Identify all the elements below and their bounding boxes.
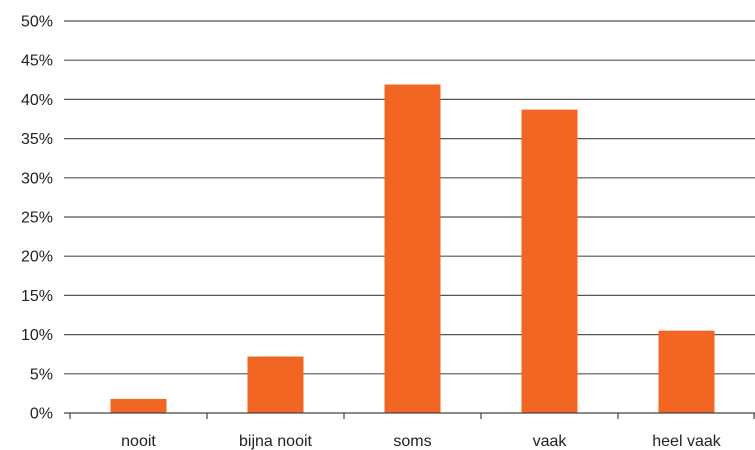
x-tick-label: bijna nooit — [239, 433, 313, 450]
y-tick-label: 50% — [21, 14, 53, 31]
x-axis-category-labels: nooit bijna nooit soms vaak heel vaak — [121, 433, 722, 450]
y-tick-label: 30% — [21, 170, 53, 187]
x-tick-label: nooit — [121, 433, 156, 450]
y-tick-label: 15% — [21, 288, 53, 305]
bar — [521, 109, 578, 413]
y-tick-label: 5% — [30, 366, 53, 383]
y-tick-label: 10% — [21, 327, 53, 344]
y-tick-label: 0% — [30, 406, 53, 423]
x-tick-label: heel vaak — [652, 433, 721, 450]
y-tick-label: 35% — [21, 131, 53, 148]
y-axis-tick-labels: 0% 5% 10% 15% 20% 25% 30% 35% 40% 45% 50% — [21, 14, 53, 423]
bars — [110, 84, 715, 413]
bar — [384, 84, 441, 413]
bar — [658, 330, 715, 413]
x-tick-label: vaak — [533, 433, 568, 450]
bar — [110, 398, 167, 413]
y-tick-label: 25% — [21, 210, 53, 227]
y-tick-label: 40% — [21, 92, 53, 109]
y-tick-label: 45% — [21, 53, 53, 70]
x-tick-label: soms — [393, 433, 431, 450]
y-tick-label: 20% — [21, 249, 53, 266]
x-axis — [64, 412, 755, 419]
bar — [247, 356, 304, 413]
